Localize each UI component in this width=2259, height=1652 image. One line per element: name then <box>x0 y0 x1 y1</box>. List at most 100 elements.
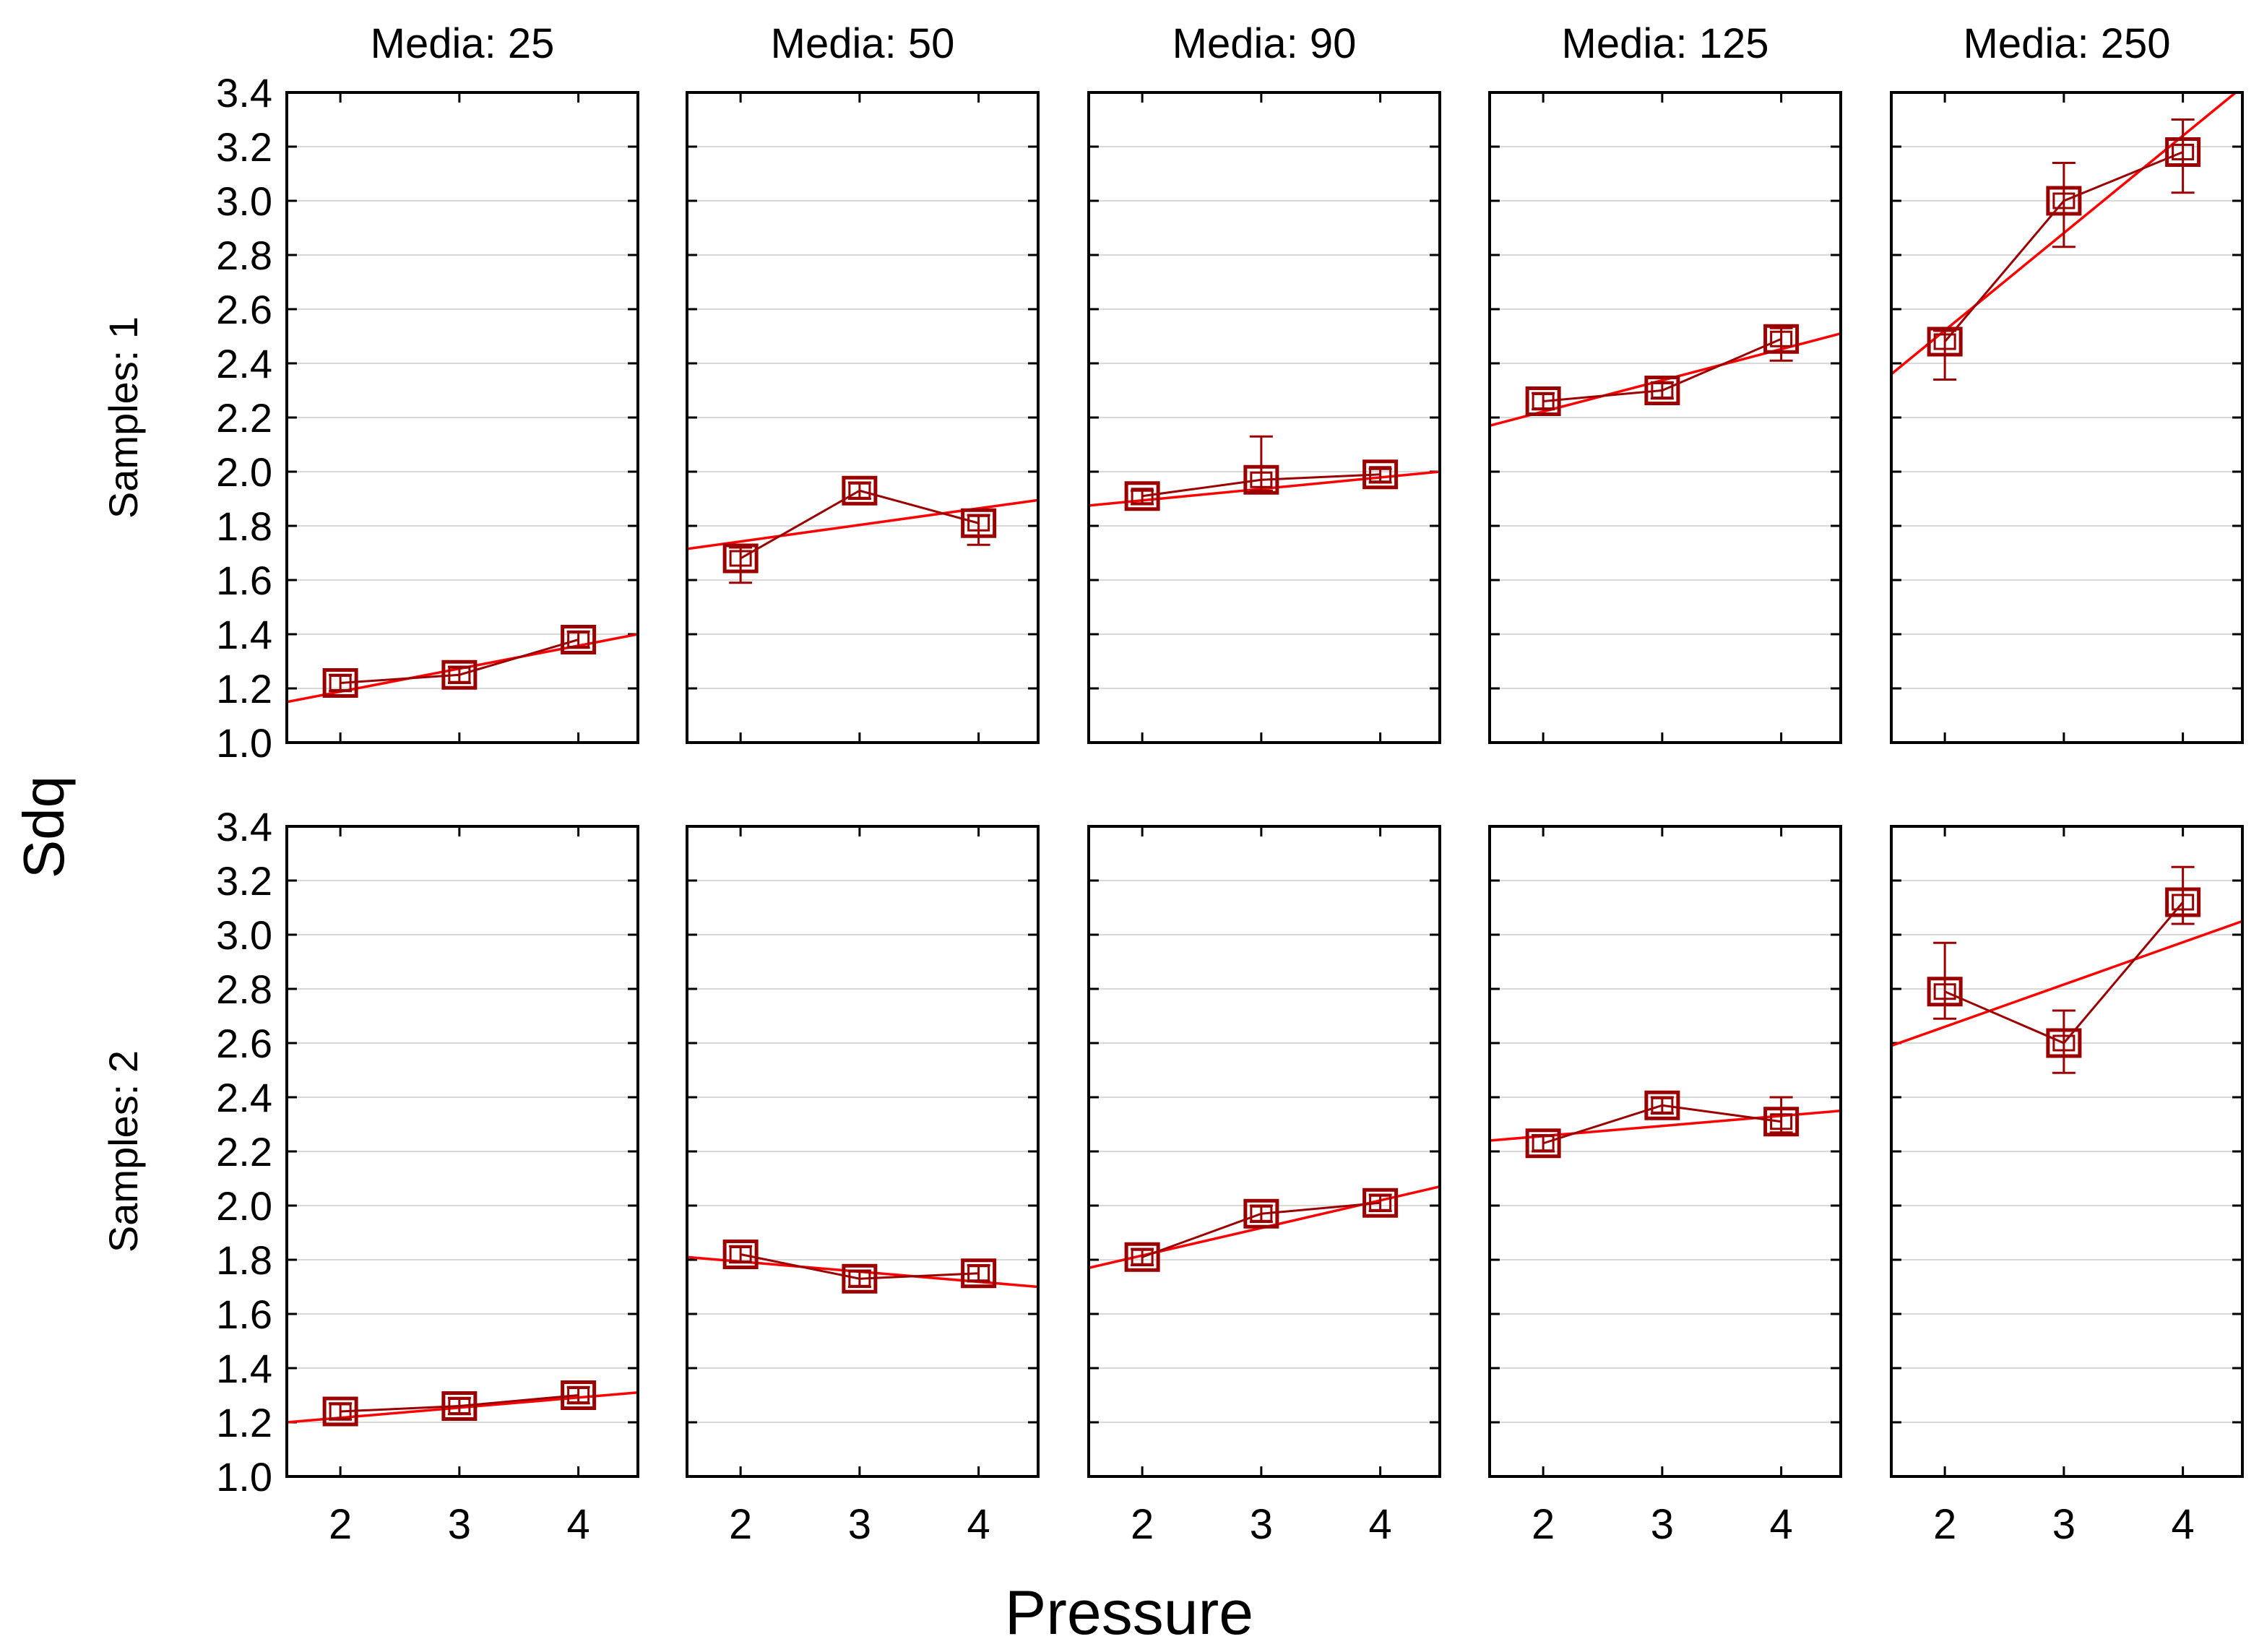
panel <box>1890 91 2244 744</box>
panel-frame <box>1890 91 2244 744</box>
data-point-inner <box>1131 1248 1154 1266</box>
y-tick-label: 2.0 <box>216 1183 272 1229</box>
y-tick-label: 3.2 <box>216 124 272 170</box>
panel <box>1890 825 2244 1478</box>
data-point <box>441 659 478 690</box>
panel-frame <box>1087 91 1441 744</box>
column-header: Media: 90 <box>1172 20 1357 67</box>
data-point <box>1644 1090 1680 1120</box>
data-point <box>1525 386 1561 416</box>
data-point-inner <box>967 514 990 532</box>
x-tick-label: 2 <box>1532 1501 1555 1548</box>
x-tick-label: 2 <box>329 1501 352 1548</box>
y-tick-label: 2.8 <box>216 966 272 1012</box>
x-tick-label: 4 <box>967 1501 990 1548</box>
data-point-inner <box>448 666 471 683</box>
y-tick-label: 1.4 <box>216 1346 272 1391</box>
panel <box>686 825 1040 1478</box>
data-point-inner <box>1770 330 1793 347</box>
data-point <box>1243 464 1279 495</box>
y-tick-label: 1.8 <box>216 1237 272 1283</box>
data-point-inner <box>1933 983 1956 1000</box>
y-tick-label: 1.0 <box>216 1454 272 1500</box>
y-tick-label: 1.6 <box>216 558 272 603</box>
data-point-inner <box>1369 466 1392 483</box>
data-point <box>561 1380 597 1410</box>
y-tick-label: 2.0 <box>216 449 272 495</box>
data-point-inner <box>1933 333 1956 350</box>
panel <box>1488 825 1842 1478</box>
data-point-inner <box>2172 144 2195 160</box>
trend-line <box>1490 332 1841 427</box>
column-header: Media: 50 <box>771 20 955 67</box>
data-point <box>1763 324 1800 354</box>
x-tick-label: 4 <box>2171 1501 2194 1548</box>
data-point <box>722 543 759 574</box>
y-tick-label: 1.8 <box>216 503 272 549</box>
panel-frame <box>1488 825 1842 1478</box>
data-point-inner <box>1250 471 1273 488</box>
y-tick-label: 2.4 <box>216 1075 272 1120</box>
trend-line <box>1891 920 2242 1047</box>
data-point-inner <box>329 675 352 691</box>
y-tick-label: 1.0 <box>216 720 272 766</box>
y-tick-label: 3.2 <box>216 858 272 904</box>
data-point-inner <box>729 550 752 567</box>
panel-frame <box>285 825 639 1478</box>
y-tick-label: 3.0 <box>216 178 272 224</box>
data-point <box>1525 1128 1561 1159</box>
data-point <box>1362 459 1399 490</box>
y-tick-label: 2.4 <box>216 341 272 386</box>
data-point <box>322 668 358 698</box>
trend-line <box>687 498 1038 550</box>
column-header: Media: 25 <box>371 20 555 67</box>
panel-frame <box>686 91 1040 744</box>
x-tick-label: 4 <box>1368 1501 1391 1548</box>
panel <box>1488 91 1842 744</box>
x-tick-label: 3 <box>448 1501 471 1548</box>
data-point <box>1927 977 1963 1007</box>
data-point <box>842 475 878 506</box>
data-point-inner <box>2052 192 2076 209</box>
x-tick-label: 3 <box>2052 1501 2076 1548</box>
data-point-inner <box>1651 382 1674 399</box>
y-tick-label: 2.6 <box>216 1021 272 1066</box>
data-point <box>2046 186 2082 216</box>
data-point-inner <box>1250 1205 1273 1222</box>
y-tick-label: 2.6 <box>216 287 272 332</box>
y-tick-label: 1.2 <box>216 1400 272 1445</box>
data-point <box>1243 1198 1279 1229</box>
data-point <box>2165 887 2201 917</box>
data-point-inner <box>1369 1194 1392 1211</box>
panel <box>285 91 639 744</box>
panel <box>285 825 639 1478</box>
y-tick-label: 2.8 <box>216 233 272 278</box>
x-tick-label: 2 <box>729 1501 752 1548</box>
data-point <box>842 1263 878 1294</box>
panel <box>1087 91 1441 744</box>
x-axis-title: Pressure <box>1005 1578 1253 1648</box>
row-label: Samples: 1 <box>100 316 146 519</box>
panel <box>686 91 1040 744</box>
panel-frame <box>686 825 1040 1478</box>
y-tick-label: 1.2 <box>216 666 272 712</box>
y-tick-label: 1.6 <box>216 1292 272 1337</box>
column-header: Media: 250 <box>1964 20 2171 67</box>
y-tick-label: 2.2 <box>216 395 272 441</box>
data-point <box>961 508 997 538</box>
data-point <box>1124 1242 1160 1272</box>
x-tick-label: 3 <box>1250 1501 1273 1548</box>
x-tick-label: 4 <box>1769 1501 1792 1548</box>
data-point <box>1927 326 1963 357</box>
data-point-inner <box>729 1246 752 1263</box>
data-point-inner <box>448 1398 471 1414</box>
panel-frame <box>1890 825 2244 1478</box>
data-point <box>961 1258 997 1289</box>
data-point <box>722 1240 759 1269</box>
data-point-inner <box>567 631 590 648</box>
x-tick-label: 3 <box>1651 1501 1674 1548</box>
data-point <box>1362 1188 1399 1218</box>
x-tick-label: 2 <box>1933 1501 1956 1548</box>
data-point-inner <box>848 1270 871 1287</box>
